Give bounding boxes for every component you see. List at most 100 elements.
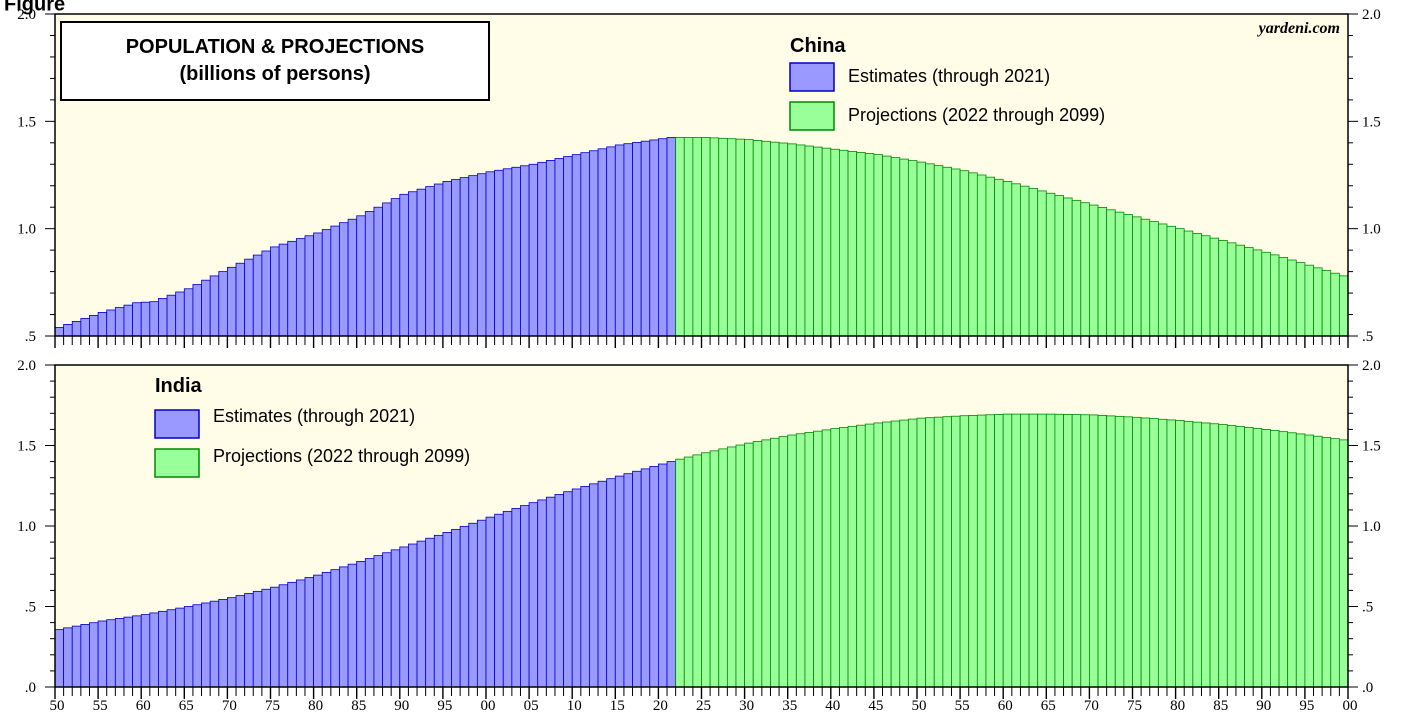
projection-bar-2037 (804, 432, 814, 688)
estimate-bar-2016 (623, 143, 633, 337)
projection-bar-2029 (735, 138, 745, 337)
estimate-bar-1950 (54, 629, 65, 688)
x-tick-label: 45 (868, 698, 883, 714)
estimate-bar-1983 (339, 566, 349, 688)
estimate-bar-1953 (80, 317, 90, 337)
projection-bar-2083 (1201, 422, 1211, 688)
estimate-bar-1999 (476, 173, 487, 337)
estimate-bar-1964 (175, 291, 185, 337)
estimate-bar-1961 (149, 612, 159, 688)
projection-bar-2051 (925, 417, 935, 688)
estimate-bar-2018 (640, 140, 651, 337)
estimate-bar-2009 (563, 156, 573, 337)
y-tick-label-left: .5 (25, 600, 36, 616)
projection-bar-2059 (994, 178, 1004, 337)
estimate-bar-1988 (382, 552, 392, 688)
estimate-bar-2006 (537, 161, 547, 337)
estimate-bar-2014 (606, 146, 616, 337)
projection-bar-2043 (856, 424, 866, 688)
estimate-bar-1984 (347, 218, 358, 337)
estimate-bar-2018 (640, 468, 651, 688)
estimate-bar-2009 (563, 491, 573, 688)
projection-bar-2091 (1270, 254, 1280, 337)
estimate-bar-1967 (201, 602, 211, 688)
estimate-bar-1994 (433, 534, 444, 688)
y-tick-label-right: 2.0 (1362, 7, 1381, 23)
projection-bar-2082 (1192, 232, 1202, 337)
y-tick-label-right: .0 (1362, 680, 1373, 696)
estimate-bar-1987 (373, 555, 383, 688)
projection-bar-2096 (1313, 267, 1323, 337)
projection-bar-2023 (683, 456, 694, 688)
estimate-bar-1959 (132, 302, 142, 337)
estimate-bar-2017 (632, 470, 642, 688)
projection-bar-2077 (1149, 418, 1159, 688)
projection-bar-2069 (1080, 202, 1090, 337)
x-tick-label: 35 (782, 698, 797, 714)
estimate-bar-1968 (209, 275, 220, 337)
projection-bar-2058 (985, 414, 995, 688)
estimate-bar-1955 (97, 620, 108, 688)
y-tick-label-right: 2.0 (1362, 358, 1381, 374)
estimate-bar-1976 (278, 243, 289, 337)
projection-bar-2071 (1097, 414, 1108, 688)
estimate-bar-1999 (476, 519, 487, 688)
estimate-bar-1979 (304, 235, 315, 337)
projection-bar-2069 (1080, 414, 1090, 688)
projection-bar-2058 (985, 176, 995, 337)
estimate-bar-2001 (494, 513, 504, 688)
estimate-bar-2010 (571, 488, 582, 688)
x-tick-label: 95 (1299, 698, 1314, 714)
x-tick-label: 75 (1127, 698, 1142, 714)
projection-bar-2087 (1235, 426, 1245, 688)
estimate-bar-2003 (511, 508, 521, 688)
estimate-bar-2015 (614, 144, 625, 337)
estimate-bar-1990 (399, 193, 409, 337)
x-tick-label: 80 (308, 698, 323, 714)
x-tick-label: 20 (653, 698, 668, 714)
x-tick-label: 00 (1343, 698, 1358, 714)
projection-bar-2054 (951, 168, 961, 337)
estimate-bar-1977 (287, 240, 297, 337)
x-tick-label: 15 (610, 698, 625, 714)
x-tick-label: 95 (437, 698, 452, 714)
projection-bar-2042 (847, 425, 858, 688)
projection-bar-2050 (916, 161, 927, 337)
estimate-bar-2004 (520, 505, 530, 688)
estimate-bar-1951 (63, 627, 73, 688)
projection-bar-2077 (1149, 221, 1159, 337)
estimate-bar-1983 (339, 222, 349, 337)
estimate-bar-2012 (589, 483, 599, 688)
estimate-bar-2005 (528, 163, 539, 337)
estimate-bar-1966 (192, 604, 202, 688)
projection-bar-2093 (1287, 432, 1297, 688)
estimate-bar-1994 (433, 183, 444, 337)
x-tick-label: 60 (136, 698, 151, 714)
estimate-bar-2011 (580, 152, 590, 337)
projection-bar-2046 (882, 421, 892, 688)
projection-bar-2092 (1278, 257, 1289, 337)
china-legend-projections-swatch (789, 101, 835, 131)
estimate-bar-1981 (321, 229, 332, 337)
projection-bar-2057 (976, 414, 987, 688)
estimate-bar-1956 (106, 619, 116, 688)
x-tick-label: 50 (50, 698, 65, 714)
estimate-bar-1977 (287, 581, 297, 688)
projection-bar-2085 (1218, 240, 1228, 337)
estimate-bar-1963 (166, 294, 177, 337)
estimate-bar-1960 (140, 301, 151, 337)
projection-bar-2026 (709, 137, 720, 337)
projection-bar-2065 (1045, 192, 1056, 337)
estimate-bar-2019 (649, 139, 659, 337)
projection-bar-2028 (726, 446, 737, 688)
projection-bar-2084 (1209, 237, 1220, 337)
india-bars (54, 413, 1349, 688)
projection-bar-2051 (925, 163, 935, 337)
estimate-bar-2001 (494, 169, 504, 337)
estimate-bar-1955 (97, 311, 108, 337)
projection-bar-2072 (1106, 209, 1116, 337)
projection-bar-2022 (675, 458, 685, 688)
estimate-bar-1965 (183, 606, 194, 688)
projection-bar-2022 (675, 137, 685, 337)
projection-bar-2044 (864, 153, 875, 337)
